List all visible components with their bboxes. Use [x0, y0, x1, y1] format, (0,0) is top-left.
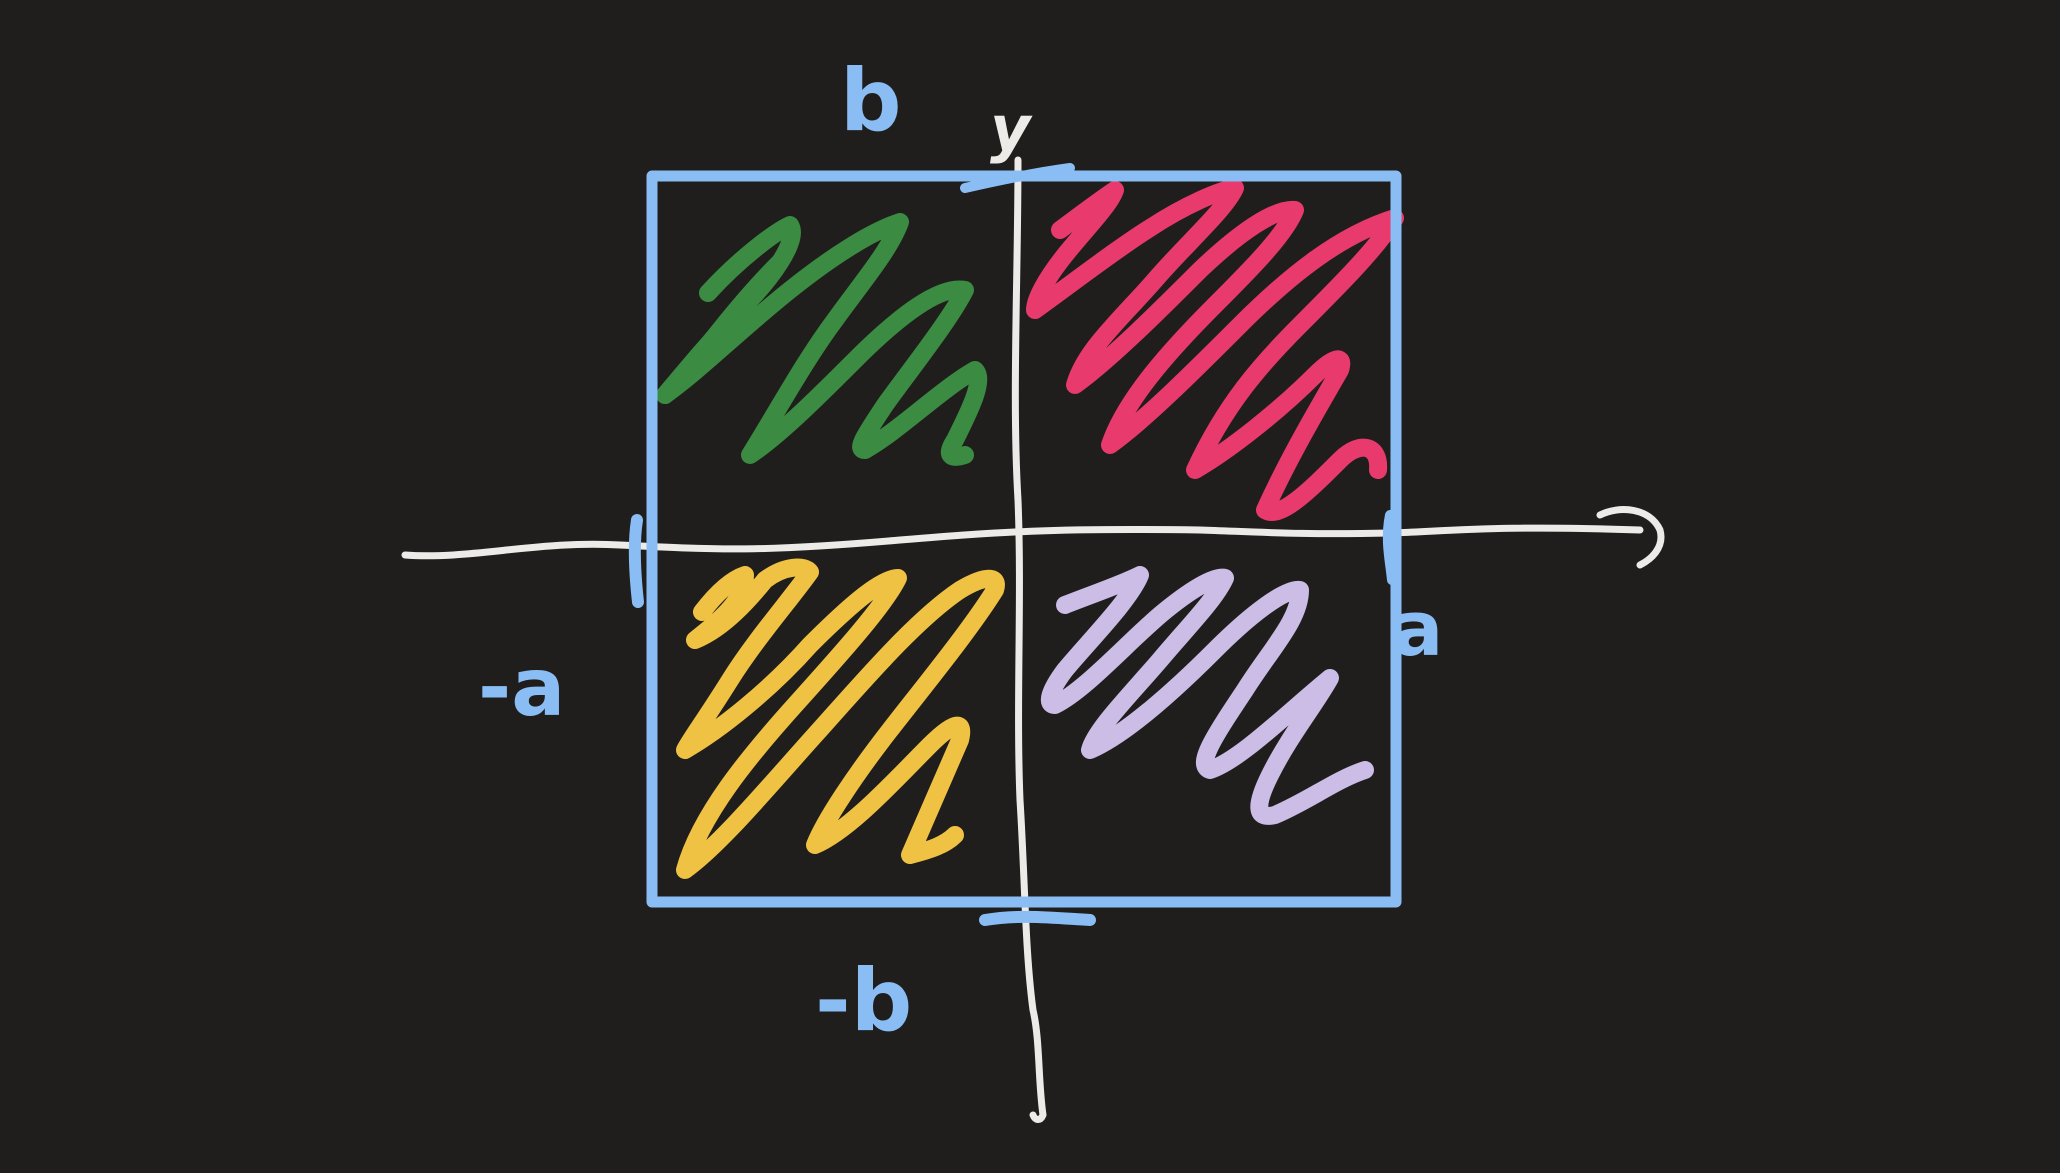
- tick-left-neg-a: [628, 514, 644, 608]
- quadrant-bottom-right-scribble: [1040, 566, 1374, 825]
- tick-right-a: [1382, 510, 1397, 585]
- quadrant-top-left-scribble: [656, 213, 988, 466]
- label-neg-b: -b: [815, 951, 912, 1051]
- tick-bottom-neg-b: [979, 910, 1096, 926]
- quadrant-top-right-scribble: [1026, 179, 1404, 521]
- label-b: b: [840, 51, 902, 151]
- y-axis: [1011, 156, 1047, 1123]
- label-a: a: [1392, 584, 1443, 673]
- quadrant-bottom-left-scribble: [676, 558, 1005, 879]
- tick-top-b: [960, 163, 1075, 193]
- x-axis-arrowhead: [1596, 506, 1665, 569]
- y-axis-label: y: [990, 92, 1033, 165]
- label-neg-a: -a: [478, 641, 565, 734]
